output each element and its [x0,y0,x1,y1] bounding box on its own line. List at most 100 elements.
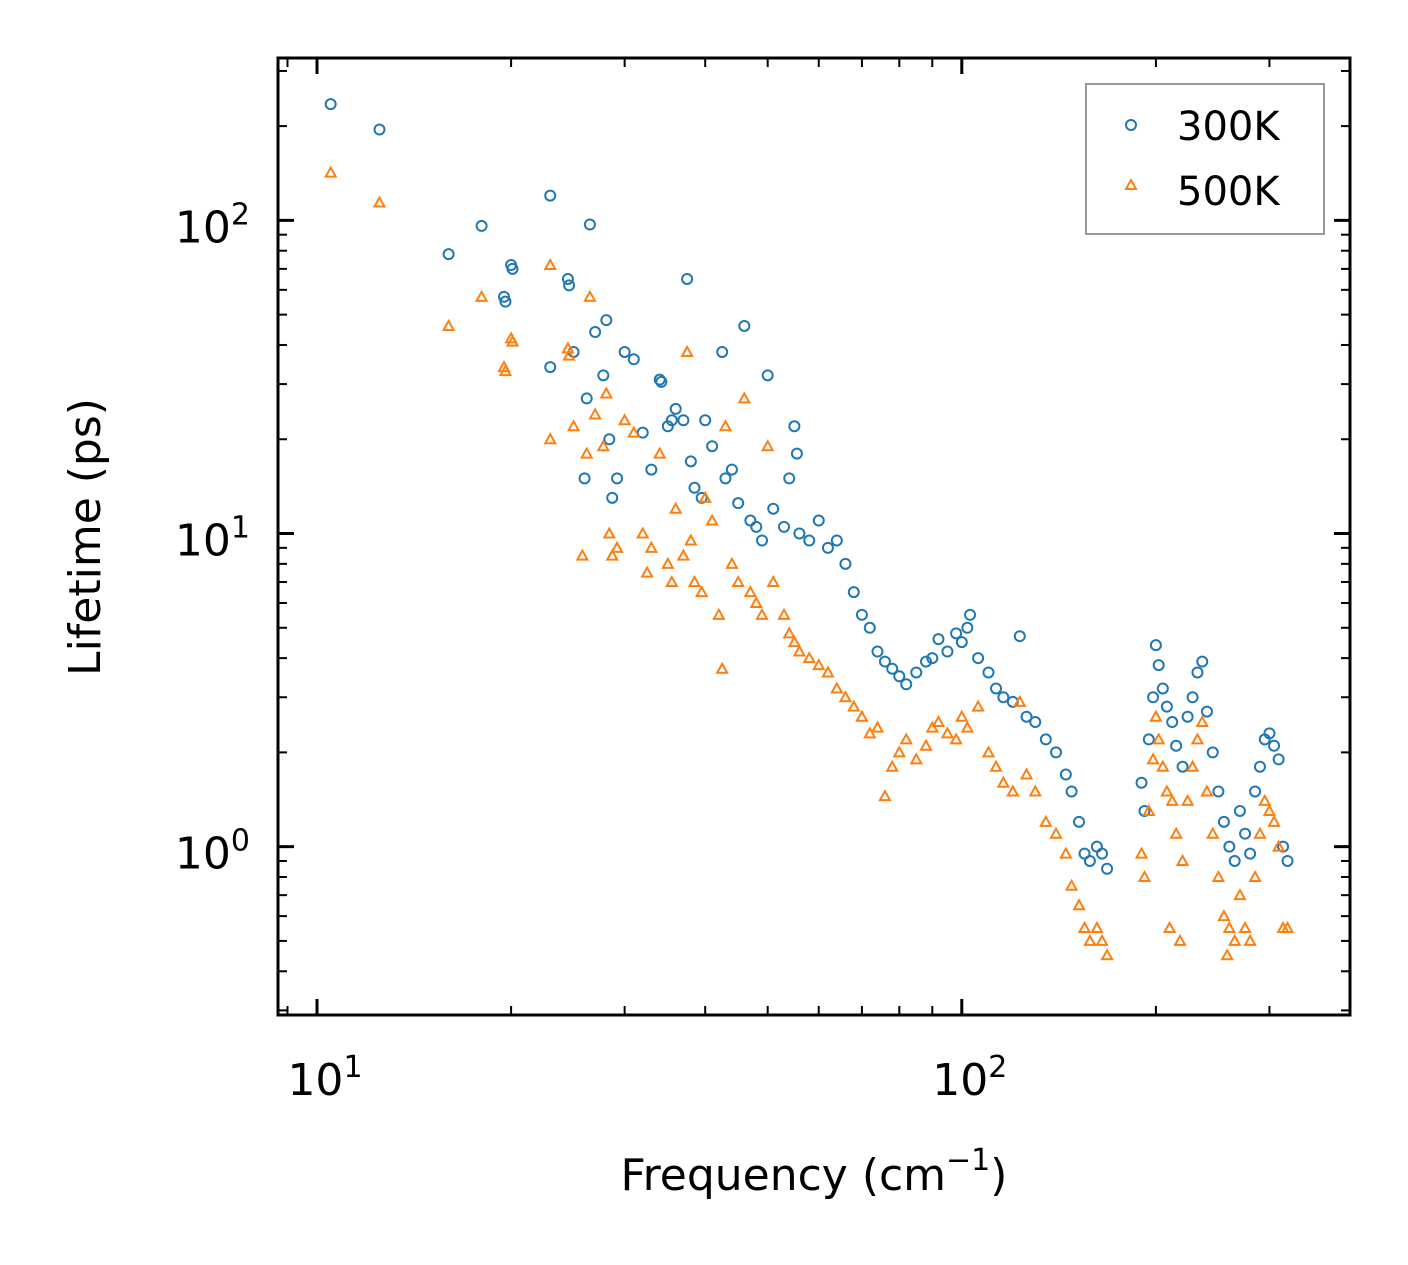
point-500K [838,690,853,703]
point-300K [761,369,774,382]
point-300K [688,481,701,494]
point-300K [1223,840,1236,853]
point-500K [718,419,733,432]
point-500K [1253,826,1267,839]
point-500K [1248,869,1262,883]
point-300K [442,248,455,261]
x-axis-title: Frequency (cm−1) [621,1143,1008,1201]
point-300K [669,402,682,415]
point-500K [1059,846,1073,859]
point-300K [871,645,884,658]
point-300K [645,463,658,476]
point-300K [1050,746,1063,759]
point-300K [756,534,769,547]
point-300K [790,447,803,460]
point-300K [1228,854,1241,867]
point-500K [1222,920,1237,933]
point-300K [1272,753,1285,766]
point-300K [1176,760,1189,773]
point-300K [750,520,763,533]
point-500K [755,607,769,620]
point-300K [1166,716,1179,729]
point-300K [1039,733,1052,746]
point-300K [611,472,624,485]
point-300K [1142,733,1155,746]
point-500K [802,651,816,664]
point-500K [583,289,597,302]
point-300K [475,219,488,232]
legend-label-300K: 300K [1177,104,1281,150]
point-500K [1280,920,1295,933]
point-300K [618,345,631,358]
point-300K [716,345,729,358]
point-500K [760,439,775,452]
y-axis-title: Lifetime (ps) [60,398,111,676]
point-500K [1165,793,1179,806]
point-300K [926,652,939,665]
point-500K [949,732,963,745]
point-500K [1262,803,1277,816]
point-500K [931,714,946,728]
point-300K [830,534,843,547]
point-500K [474,289,489,302]
point-300K [1083,854,1096,867]
point-500K [1028,784,1042,797]
point-500K [1271,839,1286,852]
point-300K [1073,815,1086,828]
point-500K [777,607,791,620]
point-300K [725,463,738,476]
point-300K [1152,659,1165,672]
point-500K [1258,793,1272,806]
point-500K [505,334,520,347]
point-300K [606,491,619,504]
y-tick-label-10-2: 102 [175,197,250,253]
point-300K [955,636,968,649]
point-300K [941,645,954,658]
point-300K [699,414,712,427]
point-300K [1029,716,1042,729]
point-300K [1059,768,1072,781]
point-500K [731,574,745,588]
point-300K [580,392,593,405]
point-500K [1149,709,1163,722]
point-500K [498,364,513,377]
point-500K [989,759,1003,772]
point-500K [743,585,758,598]
point-500K [940,726,955,739]
point-500K [1142,803,1156,816]
point-500K [1137,869,1152,883]
point-300K [603,433,616,446]
point-500K [575,548,590,561]
point-500K [792,644,807,657]
point-300K [627,353,640,366]
point-500K [712,607,726,620]
point-500K [960,720,975,733]
point-300K [744,514,757,527]
major-ticks [278,58,1350,1015]
point-500K [766,574,780,588]
x-tick-label-10-2: 102 [932,1050,1007,1106]
point-500K [1049,826,1063,839]
point-500K [627,425,641,438]
point-500K [323,165,338,178]
point-500K [687,574,702,588]
point-300K [1244,847,1257,860]
point-500K [605,548,619,561]
point-500K [847,699,861,712]
point-300K [1170,739,1183,752]
point-500K [996,775,1011,788]
point-500K [892,745,907,758]
point-300K [324,98,337,111]
point-300K [812,514,825,527]
point-300K [886,662,899,675]
point-500K [870,720,885,733]
point-300K [665,414,678,427]
point-500K [562,348,576,361]
point-500K [919,738,933,751]
point-500K [1200,784,1214,797]
point-500K [661,556,675,569]
point-300K [1101,862,1114,875]
point-500K [749,595,763,608]
point-300K [1013,630,1026,643]
point-500K [602,526,616,539]
